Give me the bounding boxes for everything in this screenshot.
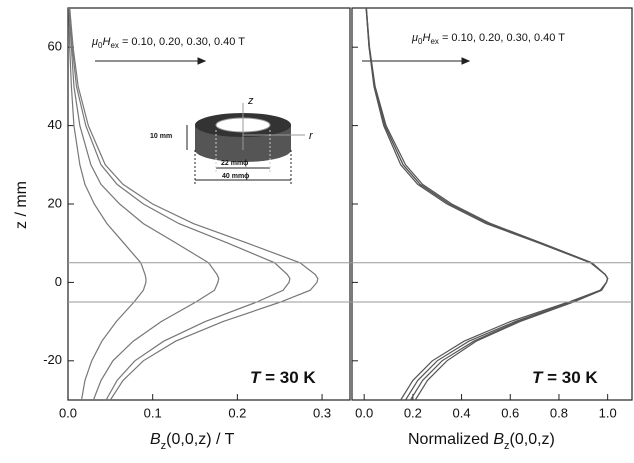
x-tick-label: 0.4: [453, 405, 471, 420]
annotation-part: H: [422, 32, 430, 44]
annotation-part: = 0.10, 0.20, 0.30, 0.40 T: [119, 36, 245, 48]
inset-label: 10 mm: [150, 133, 172, 140]
annotation-part: = 0.10, 0.20, 0.30, 0.40 T: [439, 32, 565, 44]
curve: [365, 7, 609, 401]
temperature: T = 30 K: [532, 368, 598, 387]
inset-label: 22 mmϕ: [221, 160, 248, 167]
annotation: μ0Hex = 0.10, 0.20, 0.30, 0.40 T: [91, 36, 245, 50]
inset-ring: [186, 103, 305, 185]
x-tick-label: 0.2: [228, 405, 246, 420]
curve: [68, 7, 147, 401]
x-axis-label-part: B: [150, 431, 161, 448]
annotation-part: μ: [91, 36, 98, 48]
temperature-part: = 30 K: [542, 368, 598, 387]
temperature-part: = 30 K: [260, 368, 316, 387]
curve: [68, 7, 220, 401]
annotation-part: 0: [418, 37, 423, 46]
curve: [365, 7, 609, 401]
inset-label: z: [247, 95, 254, 107]
y-tick-label: -20: [43, 352, 62, 367]
x-axis-label-part: z: [504, 440, 510, 452]
curve: [69, 7, 319, 401]
right-frame: [351, 7, 633, 401]
x-tick-label: 0.0: [355, 405, 373, 420]
inset-label: 40 mmϕ: [222, 173, 249, 180]
x-axis-label-part: Normalized: [408, 431, 493, 448]
x-tick-label: 0.1: [144, 405, 162, 420]
x-axis-label: Normalized Bz(0,0,z): [408, 431, 555, 452]
inset-label: r: [309, 130, 314, 142]
x-axis-label: Bz(0,0,z) / T: [150, 431, 235, 452]
annotation-part: ex: [110, 41, 118, 50]
x-axis-label-part: (0,0,z) / T: [166, 431, 234, 448]
y-tick-label: 20: [48, 195, 62, 210]
annotation-part: ex: [430, 37, 438, 46]
arrow: [95, 57, 471, 65]
y-tick-label: 40: [48, 117, 62, 132]
x-tick-label: 0.6: [501, 405, 519, 420]
x-tick-label: 0.0: [59, 405, 77, 420]
temperature: T = 30 K: [250, 368, 316, 387]
x-tick-label: 0.2: [404, 405, 422, 420]
annotation-part: μ: [411, 32, 418, 44]
curve: [365, 7, 609, 401]
x-tick-label: 0.8: [550, 405, 568, 420]
curve: [69, 7, 291, 401]
x-axis-label-part: z: [161, 440, 167, 452]
x-axis-label-part: (0,0,z): [510, 431, 555, 448]
y-axis-label: z / mm: [13, 181, 30, 229]
annotation-part: H: [102, 36, 110, 48]
y-tick-label: 60: [48, 39, 62, 54]
x-tick-label: 0.3: [313, 405, 331, 420]
annotation-part: 0: [98, 41, 103, 50]
annotation: μ0Hex = 0.10, 0.20, 0.30, 0.40 T: [411, 32, 565, 46]
temperature-part: T: [250, 368, 262, 387]
x-tick-label: 1.0: [599, 405, 617, 420]
left-frame: [67, 7, 351, 401]
y-tick-label: 0: [55, 274, 62, 289]
x-axis-label-part: B: [493, 431, 504, 448]
temperature-part: T: [532, 368, 544, 387]
curve: [365, 7, 609, 401]
